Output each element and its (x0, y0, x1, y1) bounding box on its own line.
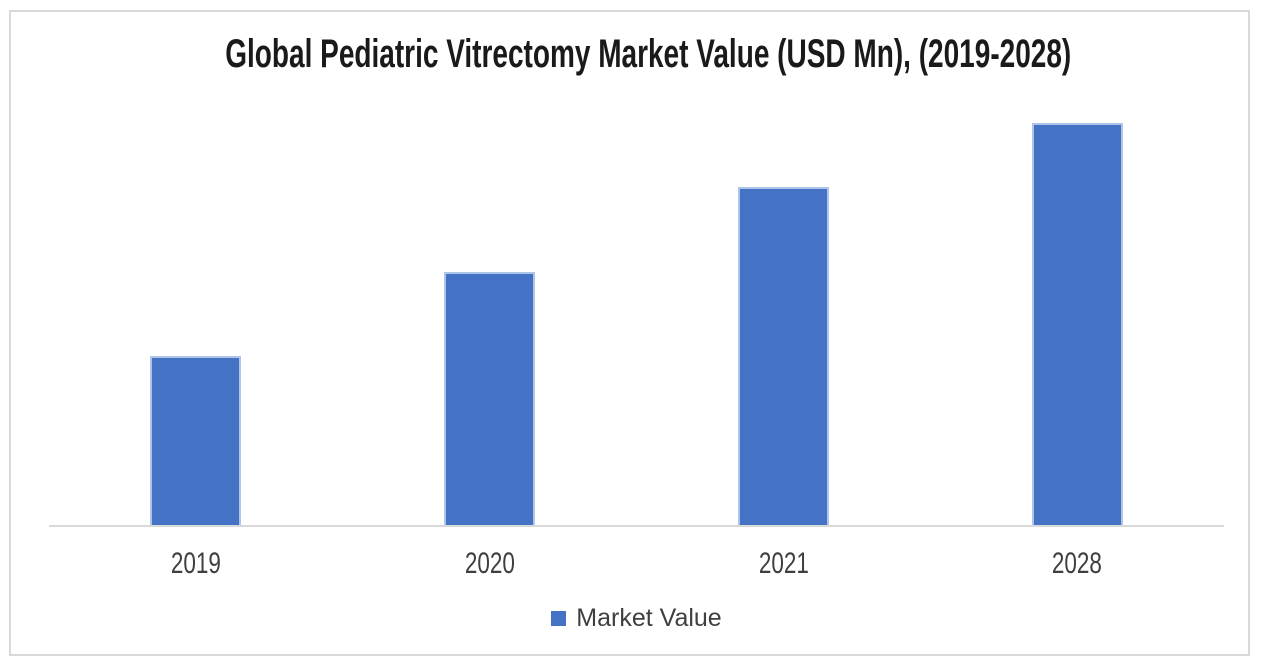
x-axis-labels: 2019 2020 2021 2028 (49, 527, 1224, 581)
chart-frame: Global Pediatric Vitrectomy Market Value… (9, 10, 1250, 656)
bar-2019 (150, 356, 242, 525)
x-axis-label-2028: 2028 (1052, 547, 1103, 580)
bar-2021 (737, 187, 829, 525)
plot-area (49, 91, 1224, 527)
x-axis-label-2019: 2019 (170, 547, 221, 580)
legend-swatch (551, 611, 567, 626)
x-axis-label-2021: 2021 (758, 547, 809, 580)
legend: Market Value (49, 604, 1224, 633)
x-axis-label-2020: 2020 (464, 547, 515, 580)
bar-2020 (444, 271, 536, 525)
chart-title: Global Pediatric Vitrectomy Market Value… (225, 32, 1072, 76)
legend-label: Market Value (576, 604, 722, 632)
bar-2028 (1031, 123, 1123, 525)
bar-column-2028 (930, 91, 1224, 525)
bar-column-2019 (49, 91, 343, 525)
bar-column-2021 (637, 91, 931, 525)
bar-column-2020 (343, 91, 637, 525)
